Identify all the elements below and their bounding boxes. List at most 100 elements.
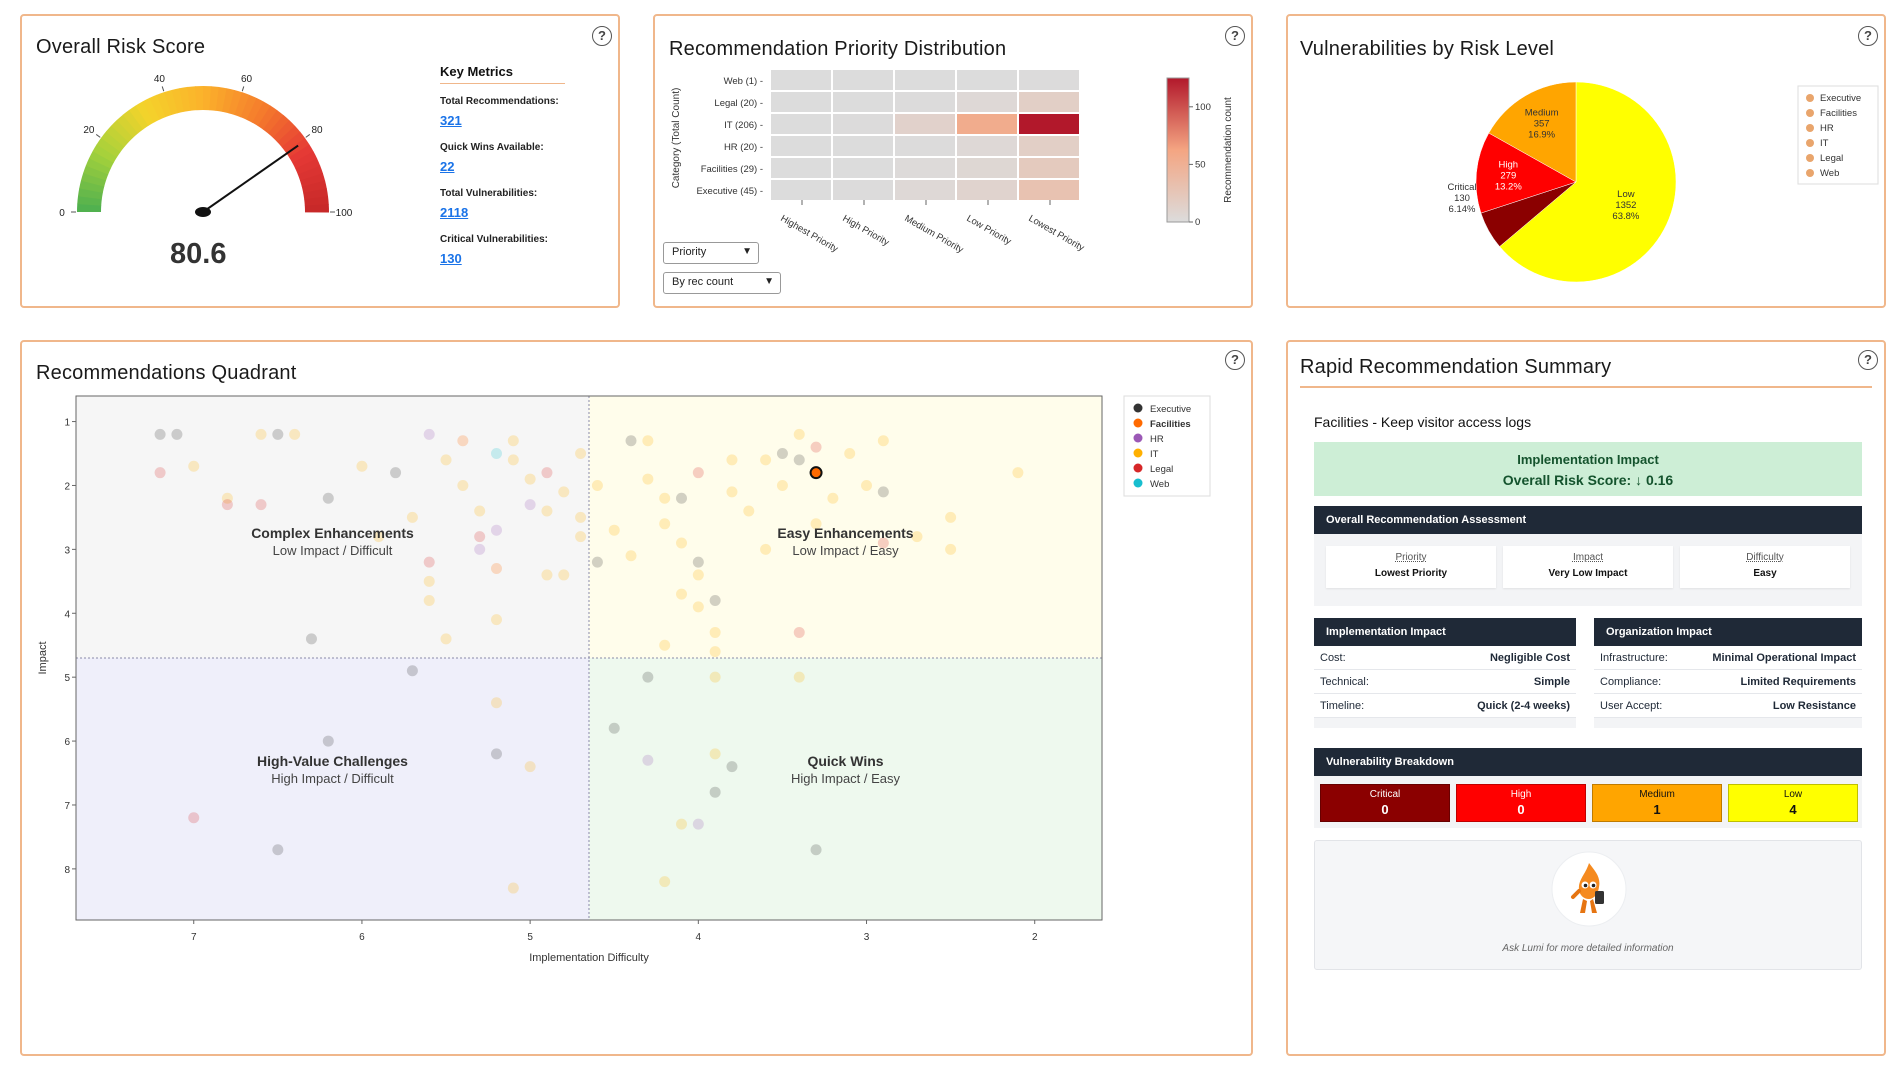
heatmap-cell[interactable] xyxy=(957,114,1017,134)
scatter-point[interactable] xyxy=(558,486,570,498)
scatter-point[interactable] xyxy=(591,479,603,491)
recommendations-quadrant[interactable]: Complex Enhancements Low Impact / Difficu… xyxy=(22,342,1251,1054)
scatter-point[interactable] xyxy=(642,473,654,485)
scatter-point[interactable] xyxy=(406,665,418,677)
scatter-point[interactable] xyxy=(423,594,435,606)
scatter-point[interactable] xyxy=(221,492,233,504)
scatter-point[interactable] xyxy=(625,550,637,562)
scatter-point[interactable] xyxy=(676,818,688,830)
scatter-point[interactable] xyxy=(945,543,957,555)
scatter-point[interactable] xyxy=(945,511,957,523)
heatmap-cell[interactable] xyxy=(895,136,955,156)
scatter-point[interactable] xyxy=(575,448,587,460)
scatter-point[interactable] xyxy=(440,454,452,466)
scatter-point[interactable] xyxy=(305,633,317,645)
pie-slice[interactable] xyxy=(1499,81,1677,283)
help-icon[interactable]: ? xyxy=(1225,350,1245,370)
scatter-point[interactable] xyxy=(490,448,502,460)
scatter-point[interactable] xyxy=(154,428,166,440)
scatter-point[interactable] xyxy=(810,441,822,453)
metric-value-total-recs[interactable]: 321 xyxy=(440,113,462,128)
scatter-point[interactable] xyxy=(676,537,688,549)
heatmap-cell[interactable] xyxy=(771,92,831,112)
heatmap-cell[interactable] xyxy=(895,114,955,134)
scatter-point[interactable] xyxy=(642,435,654,447)
scatter-point[interactable] xyxy=(861,479,873,491)
scatter-point[interactable] xyxy=(373,531,385,543)
metric-value-quick-wins[interactable]: 22 xyxy=(440,159,455,174)
scatter-point[interactable] xyxy=(709,748,721,760)
scatter-point[interactable] xyxy=(457,435,469,447)
scatter-point[interactable] xyxy=(289,428,301,440)
help-icon[interactable]: ? xyxy=(1225,26,1245,46)
scatter-point[interactable] xyxy=(524,499,536,511)
scatter-point[interactable] xyxy=(272,844,284,856)
heatmap-cell[interactable] xyxy=(895,158,955,178)
scatter-point[interactable] xyxy=(659,876,671,888)
scatter-point[interactable] xyxy=(507,435,519,447)
scatter-point[interactable] xyxy=(490,524,502,536)
scatter-point[interactable] xyxy=(1012,467,1024,479)
scatter-point[interactable] xyxy=(457,479,469,491)
scatter-point[interactable] xyxy=(709,671,721,683)
scatter-point[interactable] xyxy=(474,505,486,517)
scatter-point[interactable] xyxy=(423,428,435,440)
heatmap-cell[interactable] xyxy=(833,136,893,156)
scatter-point[interactable] xyxy=(709,786,721,798)
scatter-point[interactable] xyxy=(625,435,637,447)
heatmap-cell[interactable] xyxy=(771,158,831,178)
legend-marker[interactable] xyxy=(1806,139,1814,147)
scatter-point[interactable] xyxy=(709,626,721,638)
scatter-point[interactable] xyxy=(692,601,704,613)
scatter-point[interactable] xyxy=(558,569,570,581)
scatter-point[interactable] xyxy=(793,671,805,683)
heatmap-cell[interactable] xyxy=(833,114,893,134)
scatter-point[interactable] xyxy=(490,697,502,709)
heatmap-cell[interactable] xyxy=(771,136,831,156)
scatter-point[interactable] xyxy=(423,575,435,587)
heatmap-cell[interactable] xyxy=(957,92,1017,112)
heatmap-cell[interactable] xyxy=(895,180,955,200)
heatmap-cell[interactable] xyxy=(895,70,955,90)
heatmap-cell[interactable] xyxy=(957,136,1017,156)
scatter-point[interactable] xyxy=(154,467,166,479)
scatter-point[interactable] xyxy=(760,454,772,466)
scatter-point[interactable] xyxy=(255,428,267,440)
legend-marker[interactable] xyxy=(1133,418,1143,428)
heatmap-cell[interactable] xyxy=(957,158,1017,178)
heatmap-cell[interactable] xyxy=(833,92,893,112)
heatmap-cell[interactable] xyxy=(833,180,893,200)
heatmap-cell[interactable] xyxy=(1019,114,1079,134)
scatter-point[interactable] xyxy=(474,531,486,543)
scatter-point[interactable] xyxy=(726,454,738,466)
scatter-point[interactable] xyxy=(541,505,553,517)
legend-marker[interactable] xyxy=(1806,109,1814,117)
legend-marker[interactable] xyxy=(1133,448,1143,458)
scatter-point[interactable] xyxy=(793,428,805,440)
scatter-point[interactable] xyxy=(541,467,553,479)
sort-select[interactable]: By rec count ▼ xyxy=(663,272,781,294)
scatter-point[interactable] xyxy=(676,492,688,504)
scatter-point[interactable] xyxy=(406,511,418,523)
scatter-point[interactable] xyxy=(272,428,284,440)
pie-slice[interactable] xyxy=(1475,132,1577,214)
scatter-point[interactable] xyxy=(793,454,805,466)
help-icon[interactable]: ? xyxy=(592,26,612,46)
scatter-point[interactable] xyxy=(692,467,704,479)
scatter-point[interactable] xyxy=(440,633,452,645)
heatmap-cell[interactable] xyxy=(833,70,893,90)
priority-select[interactable]: Priority ▼ xyxy=(663,242,759,264)
scatter-point[interactable] xyxy=(776,448,788,460)
heatmap-cell[interactable] xyxy=(771,70,831,90)
scatter-point[interactable] xyxy=(188,460,200,472)
legend-marker[interactable] xyxy=(1133,463,1143,473)
metric-value-critical-vulns[interactable]: 130 xyxy=(440,251,462,266)
scatter-point[interactable] xyxy=(608,722,620,734)
scatter-point[interactable] xyxy=(844,448,856,460)
heatmap-cell[interactable] xyxy=(1019,136,1079,156)
heatmap-cell[interactable] xyxy=(1019,70,1079,90)
scatter-point[interactable] xyxy=(423,556,435,568)
scatter-point[interactable] xyxy=(676,588,688,600)
scatter-point[interactable] xyxy=(743,505,755,517)
pie-slice[interactable] xyxy=(1488,81,1577,183)
